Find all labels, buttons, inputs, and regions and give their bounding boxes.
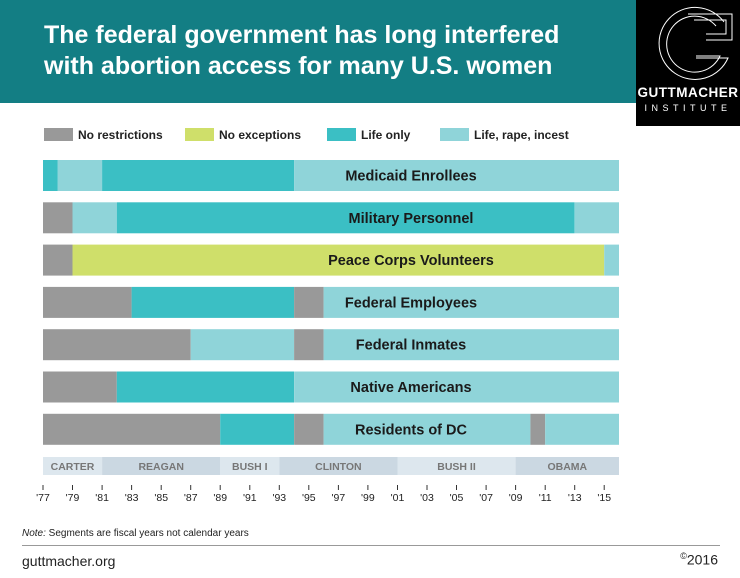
- x-tick-label: '09: [509, 492, 523, 504]
- bar-label-medicaid-enrollees: Medicaid Enrollees: [345, 169, 476, 185]
- bar-label-residents-of-dc: Residents of DC: [355, 422, 468, 438]
- bar-segment-federal-employees-3: [323, 286, 619, 318]
- bar-segment-residents-of-dc-3: [323, 413, 531, 445]
- page-title: The federal government has long interfer…: [44, 20, 624, 82]
- administration-band-bush-i: [220, 457, 280, 475]
- timeline-chart: Medicaid Enrollees Military Personnel Peac…: [36, 160, 619, 504]
- x-tick-label: '87: [184, 492, 198, 504]
- administration-band-obama: [515, 457, 619, 475]
- footer-divider: [22, 545, 720, 546]
- x-tick-label: '81: [95, 492, 109, 504]
- bar-segment-federal-inmates-2: [294, 329, 324, 361]
- copyright-year: 2016: [686, 551, 718, 568]
- x-tick-label: '07: [479, 492, 493, 504]
- logo-subtitle: INSTITUTE: [644, 103, 732, 113]
- note-label: Note:: [22, 528, 46, 539]
- bar-segment-residents-of-dc-5: [545, 413, 619, 445]
- legend-swatch: [440, 128, 469, 141]
- administration-label-bush-ii: BUSH II: [437, 461, 476, 473]
- bar-segment-military-personnel-3: [574, 202, 619, 234]
- bar-segment-medicaid-enrollees-2: [102, 160, 295, 191]
- administration-band-bush-ii: [397, 457, 516, 475]
- bar-label-military-personnel: Military Personnel: [349, 211, 474, 227]
- bar-segment-federal-employees-2: [294, 286, 324, 318]
- guttmacher-logo: GUTTMACHER INSTITUTE: [636, 0, 740, 126]
- x-tick-label: '85: [154, 492, 168, 504]
- bar-segment-medicaid-enrollees-0: [43, 160, 58, 191]
- x-tick-label: '11: [539, 492, 552, 504]
- legend-label: Life only: [361, 128, 411, 142]
- bar-segment-native-americans-0: [43, 371, 117, 403]
- administration-label-bush-i: BUSH I: [232, 461, 268, 473]
- legend-label: No restrictions: [78, 128, 163, 142]
- legend-swatch: [327, 128, 356, 141]
- x-tick-label: '79: [66, 492, 80, 504]
- bar-segment-native-americans-2: [294, 371, 619, 403]
- chart-legend: No restrictions No exceptions Life only …: [44, 127, 624, 143]
- x-tick-label: '01: [391, 492, 405, 504]
- bar-segment-peace-corps-volunteers-0: [43, 244, 73, 276]
- legend-label: No exceptions: [219, 128, 302, 142]
- footer-copyright: ©2016: [680, 551, 718, 568]
- bar-label-federal-inmates: Federal Inmates: [356, 338, 466, 354]
- bar-segment-federal-employees-0: [43, 286, 132, 318]
- bar-segment-military-personnel-2: [116, 202, 575, 234]
- bar-segment-medicaid-enrollees-1: [57, 160, 103, 191]
- bar-label-peace-corps-volunteers: Peace Corps Volunteers: [328, 253, 494, 269]
- administration-label-carter: CARTER: [51, 461, 95, 473]
- administration-band-clinton: [279, 457, 398, 475]
- bar-segment-residents-of-dc-1: [220, 413, 294, 445]
- header-banner: The federal government has long interfer…: [0, 0, 740, 103]
- bar-segment-federal-inmates-0: [43, 329, 191, 361]
- administration-band-reagan: [102, 457, 221, 475]
- bar-label-federal-employees: Federal Employees: [345, 295, 477, 311]
- bar-segment-federal-employees-1: [131, 286, 295, 318]
- bar-segment-federal-inmates-3: [323, 329, 619, 361]
- administration-label-clinton: CLINTON: [315, 461, 361, 473]
- bar-segment-native-americans-1: [116, 371, 294, 403]
- administration-label-obama: OBAMA: [547, 461, 587, 473]
- administration-band-carter: [43, 457, 103, 475]
- bar-segment-peace-corps-volunteers-1: [72, 244, 605, 276]
- bar-label-native-americans: Native Americans: [350, 380, 471, 396]
- logo-mark-icon: [658, 6, 733, 80]
- bar-segment-federal-inmates-1: [190, 329, 295, 361]
- x-tick-label: '15: [597, 492, 611, 504]
- bar-segment-peace-corps-volunteers-2: [604, 244, 619, 276]
- note-text: Segments are fiscal years not calendar y…: [45, 528, 249, 539]
- footer-url: guttmacher.org: [22, 553, 116, 569]
- x-tick-label: '95: [302, 492, 316, 504]
- bar-segment-residents-of-dc-2: [294, 413, 324, 445]
- legend-swatch: [44, 128, 73, 141]
- title-line-2: with abortion access for many U.S. women: [44, 52, 553, 80]
- chart-note: Note: Segments are fiscal years not cale…: [22, 528, 249, 539]
- legend-swatch: [185, 128, 214, 141]
- x-tick-label: '97: [332, 492, 346, 504]
- logo-name: GUTTMACHER: [637, 85, 739, 100]
- x-tick-label: '93: [272, 492, 286, 504]
- bar-segment-residents-of-dc-4: [530, 413, 546, 445]
- bar-segment-military-personnel-1: [72, 202, 117, 234]
- x-tick-label: '91: [243, 492, 257, 504]
- x-tick-label: '99: [361, 492, 375, 504]
- x-tick-label: '89: [213, 492, 227, 504]
- copyright-symbol: ©: [680, 551, 687, 561]
- x-tick-label: '13: [568, 492, 582, 504]
- bar-segment-residents-of-dc-0: [43, 413, 221, 445]
- x-tick-label: '77: [36, 492, 50, 504]
- legend-label: Life, rape, incest: [474, 128, 569, 142]
- x-tick-label: '05: [450, 492, 464, 504]
- bar-segment-military-personnel-0: [43, 202, 73, 234]
- administration-label-reagan: REAGAN: [138, 461, 184, 473]
- title-line-1: The federal government has long interfer…: [44, 21, 560, 49]
- x-tick-label: '03: [420, 492, 434, 504]
- x-tick-label: '83: [125, 492, 139, 504]
- bar-segment-medicaid-enrollees-3: [294, 160, 619, 191]
